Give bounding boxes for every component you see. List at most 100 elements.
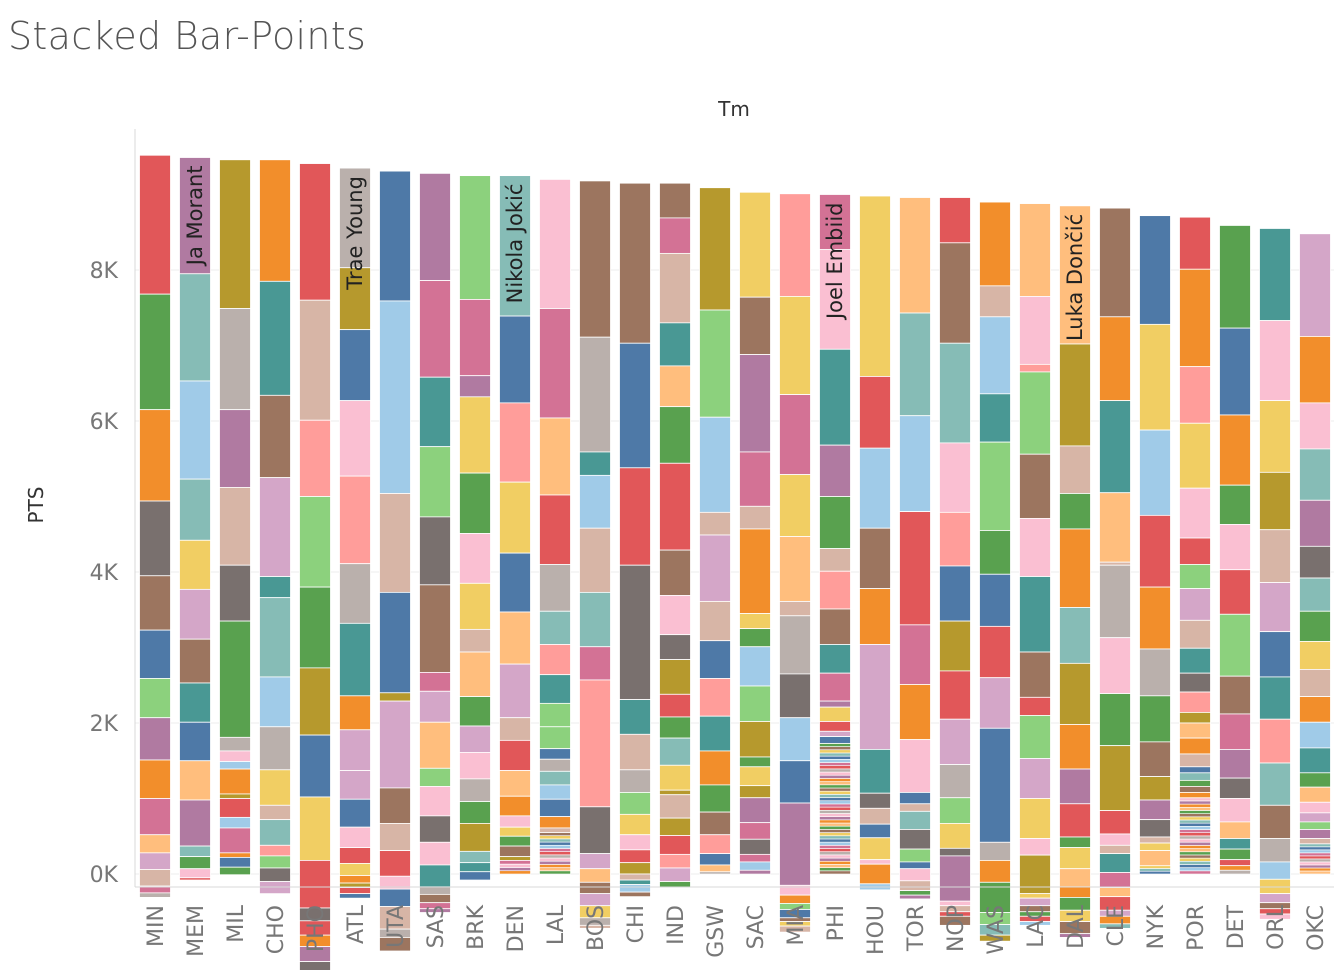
bar-segment[interactable] xyxy=(859,863,891,885)
bar-segment[interactable] xyxy=(579,868,611,883)
bar-segment[interactable] xyxy=(1099,207,1131,318)
bar-segment[interactable] xyxy=(659,853,691,869)
bar-segment[interactable] xyxy=(539,308,571,419)
bar-den[interactable] xyxy=(499,175,531,875)
bar-nop[interactable] xyxy=(939,197,971,926)
bar-segment[interactable] xyxy=(259,881,291,895)
bar-segment[interactable] xyxy=(139,717,171,761)
bar-segment[interactable] xyxy=(619,862,651,875)
bar-segment[interactable] xyxy=(819,790,851,795)
bar-segment[interactable] xyxy=(459,628,491,653)
bar-segment[interactable] xyxy=(1179,792,1211,799)
bar-segment[interactable] xyxy=(179,380,211,480)
bar-segment[interactable] xyxy=(1179,864,1211,868)
bar-segment[interactable] xyxy=(819,755,851,760)
bar-segment[interactable] xyxy=(619,467,651,566)
bar-segment[interactable] xyxy=(739,685,771,722)
bar-segment[interactable] xyxy=(739,191,771,298)
bar-min[interactable] xyxy=(139,154,171,898)
bar-segment[interactable] xyxy=(339,400,371,477)
bar-segment[interactable] xyxy=(139,409,171,502)
bar-segment[interactable] xyxy=(219,159,251,309)
bar-segment[interactable] xyxy=(499,739,531,771)
bar-segment[interactable] xyxy=(179,273,211,382)
bar-segment[interactable] xyxy=(819,787,851,792)
bar-segment[interactable] xyxy=(499,770,531,797)
bar-segment[interactable] xyxy=(1099,400,1131,494)
bar-segment[interactable] xyxy=(1139,514,1171,588)
bar-segment[interactable] xyxy=(899,415,931,512)
bar-segment[interactable] xyxy=(139,892,171,898)
bar-segment[interactable] xyxy=(619,884,651,893)
bar-segment[interactable] xyxy=(819,835,851,840)
bar-segment[interactable] xyxy=(1299,336,1331,404)
bar-segment[interactable] xyxy=(819,672,851,702)
bar-segment[interactable] xyxy=(859,859,891,865)
bar-segment[interactable] xyxy=(699,187,731,311)
bar-segment[interactable] xyxy=(659,462,691,551)
bar-segment[interactable] xyxy=(539,854,571,859)
bar-segment[interactable] xyxy=(259,280,291,396)
bar-segment[interactable] xyxy=(539,564,571,612)
bar-cho[interactable] xyxy=(259,159,291,895)
bar-segment[interactable] xyxy=(819,819,851,824)
bar-segment[interactable] xyxy=(1179,422,1211,489)
bar-segment[interactable] xyxy=(1179,564,1211,590)
bar-segment[interactable] xyxy=(1219,821,1251,839)
bar-sas[interactable] xyxy=(419,172,451,913)
bar-segment[interactable] xyxy=(1139,695,1171,743)
bar-segment[interactable] xyxy=(299,667,331,736)
bar-segment[interactable] xyxy=(339,695,371,731)
bar-segment[interactable] xyxy=(219,409,251,488)
bar-segment[interactable] xyxy=(739,628,771,648)
bar-segment[interactable] xyxy=(739,354,771,453)
bar-segment[interactable] xyxy=(499,867,531,872)
bar-segment[interactable] xyxy=(619,769,651,793)
bar-segment[interactable] xyxy=(579,451,611,476)
bar-segment[interactable] xyxy=(779,394,811,476)
bar-segment[interactable] xyxy=(1299,545,1331,579)
bar-segment[interactable] xyxy=(219,564,251,622)
bar-segment[interactable] xyxy=(939,620,971,672)
bar-segment[interactable] xyxy=(499,863,531,868)
bar-segment[interactable] xyxy=(819,706,851,722)
bar-segment[interactable] xyxy=(539,844,571,849)
bar-segment[interactable] xyxy=(219,798,251,818)
bar-segment[interactable] xyxy=(1259,400,1291,473)
bar-bos[interactable] xyxy=(579,180,611,929)
bar-segment[interactable] xyxy=(619,879,651,885)
bar-segment[interactable] xyxy=(939,242,971,344)
bar-segment[interactable] xyxy=(739,822,771,840)
bar-segment[interactable] xyxy=(1019,576,1051,653)
bar-segment[interactable] xyxy=(819,813,851,817)
bar-segment[interactable] xyxy=(1179,841,1211,846)
bar-segment[interactable] xyxy=(819,496,851,549)
bar-segment[interactable] xyxy=(1019,715,1051,759)
bar-segment[interactable] xyxy=(819,781,851,786)
bar-segment[interactable] xyxy=(939,718,971,765)
bar-segment[interactable] xyxy=(1179,870,1211,875)
bar-segment[interactable] xyxy=(539,832,571,836)
bar-segment[interactable] xyxy=(1179,797,1211,802)
bar-segment[interactable] xyxy=(979,860,1011,883)
bar-segment[interactable] xyxy=(819,736,851,744)
bar-segment[interactable] xyxy=(619,733,651,771)
bar-segment[interactable] xyxy=(819,730,851,737)
bar-segment[interactable] xyxy=(1299,858,1331,863)
bar-segment[interactable] xyxy=(1219,569,1251,615)
bar-segment[interactable] xyxy=(859,588,891,645)
bar-segment[interactable] xyxy=(899,868,931,882)
bar-segment[interactable] xyxy=(1299,772,1331,788)
bar-segment[interactable] xyxy=(939,565,971,622)
bar-segment[interactable] xyxy=(739,838,771,855)
bar-segment[interactable] xyxy=(1179,810,1211,814)
bar-segment[interactable] xyxy=(939,764,971,799)
bar-segment[interactable] xyxy=(1299,747,1331,774)
bar-segment[interactable] xyxy=(1179,753,1211,768)
bar-segment[interactable] xyxy=(579,646,611,681)
bar-segment[interactable] xyxy=(819,778,851,782)
bar-segment[interactable] xyxy=(1259,228,1291,321)
bar-segment[interactable] xyxy=(1299,812,1331,823)
bar-segment[interactable] xyxy=(419,721,451,769)
bar-segment[interactable] xyxy=(1179,268,1211,368)
